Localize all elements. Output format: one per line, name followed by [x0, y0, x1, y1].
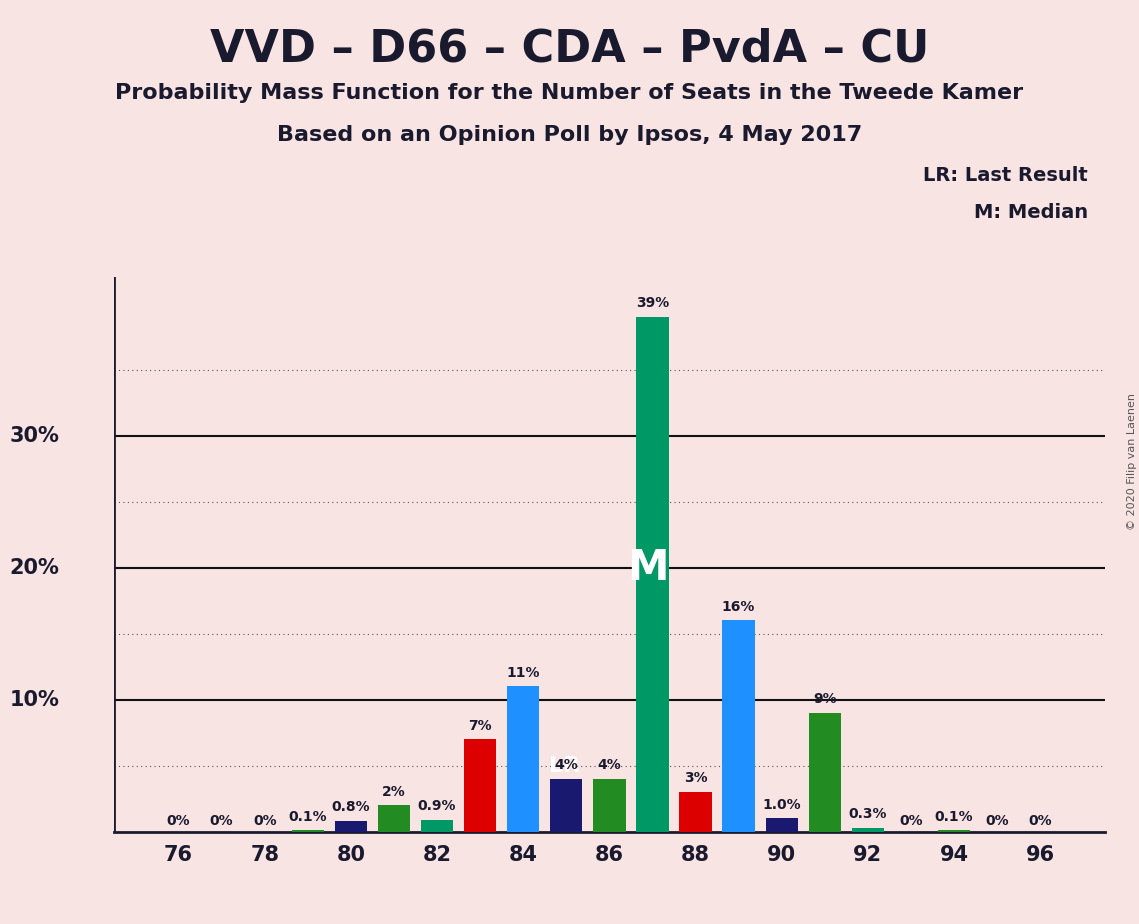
Bar — [593, 779, 625, 832]
Text: Probability Mass Function for the Number of Seats in the Tweede Kamer: Probability Mass Function for the Number… — [115, 83, 1024, 103]
Text: 0.9%: 0.9% — [418, 799, 457, 813]
Bar — [765, 819, 797, 832]
Text: 4%: 4% — [555, 759, 579, 772]
Text: 7%: 7% — [468, 719, 492, 733]
Bar — [378, 805, 410, 832]
Text: 0%: 0% — [210, 814, 233, 828]
Text: 0%: 0% — [253, 814, 277, 828]
Text: © 2020 Filip van Laenen: © 2020 Filip van Laenen — [1126, 394, 1137, 530]
Bar — [507, 687, 540, 832]
Text: 0.3%: 0.3% — [849, 807, 887, 821]
Bar — [852, 828, 884, 832]
Bar — [937, 831, 970, 832]
Text: 1.0%: 1.0% — [762, 797, 801, 812]
Text: 0.1%: 0.1% — [288, 809, 327, 823]
Text: 0%: 0% — [1029, 814, 1052, 828]
Text: 2%: 2% — [382, 784, 405, 798]
Text: 0%: 0% — [899, 814, 923, 828]
Text: 10%: 10% — [9, 689, 59, 710]
Text: VVD – D66 – CDA – PvdA – CU: VVD – D66 – CDA – PvdA – CU — [210, 28, 929, 71]
Bar — [550, 779, 582, 832]
Text: 3%: 3% — [683, 772, 707, 785]
Text: 9%: 9% — [813, 692, 837, 706]
Text: 20%: 20% — [9, 557, 59, 578]
Text: M: Median: M: Median — [974, 203, 1088, 223]
Bar — [679, 792, 712, 832]
Text: 11%: 11% — [507, 666, 540, 680]
Text: M: M — [628, 547, 669, 589]
Text: 4%: 4% — [598, 759, 621, 772]
Bar — [809, 712, 841, 832]
Text: 30%: 30% — [9, 426, 59, 445]
Text: 0%: 0% — [985, 814, 1009, 828]
Bar — [421, 820, 453, 832]
Text: LR: Last Result: LR: Last Result — [923, 166, 1088, 186]
Text: 0.8%: 0.8% — [331, 800, 370, 814]
Bar — [292, 831, 323, 832]
Text: 0%: 0% — [166, 814, 190, 828]
Bar — [464, 739, 497, 832]
Bar — [722, 620, 755, 832]
Bar — [335, 821, 367, 832]
Text: 16%: 16% — [722, 600, 755, 614]
Text: 0.1%: 0.1% — [935, 809, 974, 823]
Text: LR: LR — [549, 756, 580, 776]
Text: Based on an Opinion Poll by Ipsos, 4 May 2017: Based on an Opinion Poll by Ipsos, 4 May… — [277, 125, 862, 145]
Text: 39%: 39% — [636, 297, 669, 310]
Bar — [637, 317, 669, 832]
